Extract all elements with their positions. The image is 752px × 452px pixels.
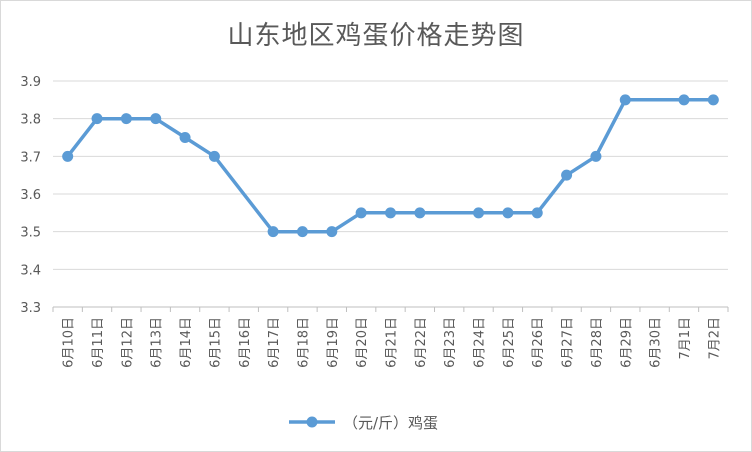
data-point: [91, 113, 103, 125]
x-tick-label: 6月29日: [619, 317, 634, 368]
x-tick-label: 6月23日: [443, 317, 458, 368]
x-tick-label: 6月22日: [414, 317, 429, 368]
data-point: [678, 94, 690, 106]
x-tick-label: 6月24日: [473, 317, 488, 368]
x-tick-label: 7月1日: [678, 317, 693, 360]
x-tick-label: 6月18日: [296, 317, 311, 368]
x-tick-label: 6月14日: [179, 317, 194, 368]
data-point: [150, 113, 162, 125]
data-point: [561, 169, 573, 181]
data-point: [267, 226, 279, 238]
chart-title: 山东地区鸡蛋价格走势图: [227, 21, 525, 51]
x-tick-label: 6月16日: [238, 317, 253, 368]
x-tick-label: 6月27日: [561, 317, 576, 368]
data-point: [707, 94, 719, 106]
y-tick-label: 3.4: [20, 263, 41, 278]
x-tick-label: 6月17日: [267, 317, 282, 368]
x-tick-label: 6月25日: [502, 317, 517, 368]
x-tick-label: 6月28日: [590, 317, 605, 368]
data-point: [414, 207, 426, 219]
y-tick-label: 3.7: [20, 150, 41, 165]
x-tick-label: 7月2日: [707, 317, 722, 360]
data-point: [531, 207, 543, 219]
x-tick-label: 6月12日: [120, 317, 135, 368]
x-tick-label: 6月26日: [531, 317, 546, 368]
legend-marker: [306, 416, 318, 428]
data-point: [296, 226, 308, 238]
data-point: [62, 150, 74, 162]
x-tick-label: 6月19日: [326, 317, 341, 368]
y-tick-label: 3.3: [20, 301, 41, 316]
y-tick-label: 3.8: [20, 113, 41, 128]
legend-label: （元/斤）鸡蛋: [343, 414, 438, 432]
data-point: [385, 207, 396, 219]
data-point: [355, 207, 367, 219]
x-tick-label: 6月15日: [208, 317, 223, 368]
x-tick-label: 6月21日: [385, 317, 400, 368]
x-tick-label: 6月13日: [150, 317, 165, 368]
y-tick-label: 3.5: [20, 226, 41, 241]
data-point: [326, 226, 338, 238]
data-point: [179, 132, 191, 143]
data-point: [473, 207, 485, 219]
data-point: [590, 150, 602, 162]
data-point: [502, 207, 514, 219]
y-tick-label: 3.6: [20, 188, 41, 203]
data-point: [619, 94, 631, 106]
x-tick-label: 6月10日: [62, 317, 77, 368]
data-point: [120, 113, 132, 125]
data-point: [208, 150, 220, 162]
series-line: [65, 98, 716, 234]
y-tick-label: 3.9: [20, 75, 41, 90]
x-tick-label: 6月30日: [649, 317, 664, 368]
x-tick-label: 6月11日: [91, 317, 106, 368]
x-tick-label: 6月20日: [355, 317, 370, 368]
